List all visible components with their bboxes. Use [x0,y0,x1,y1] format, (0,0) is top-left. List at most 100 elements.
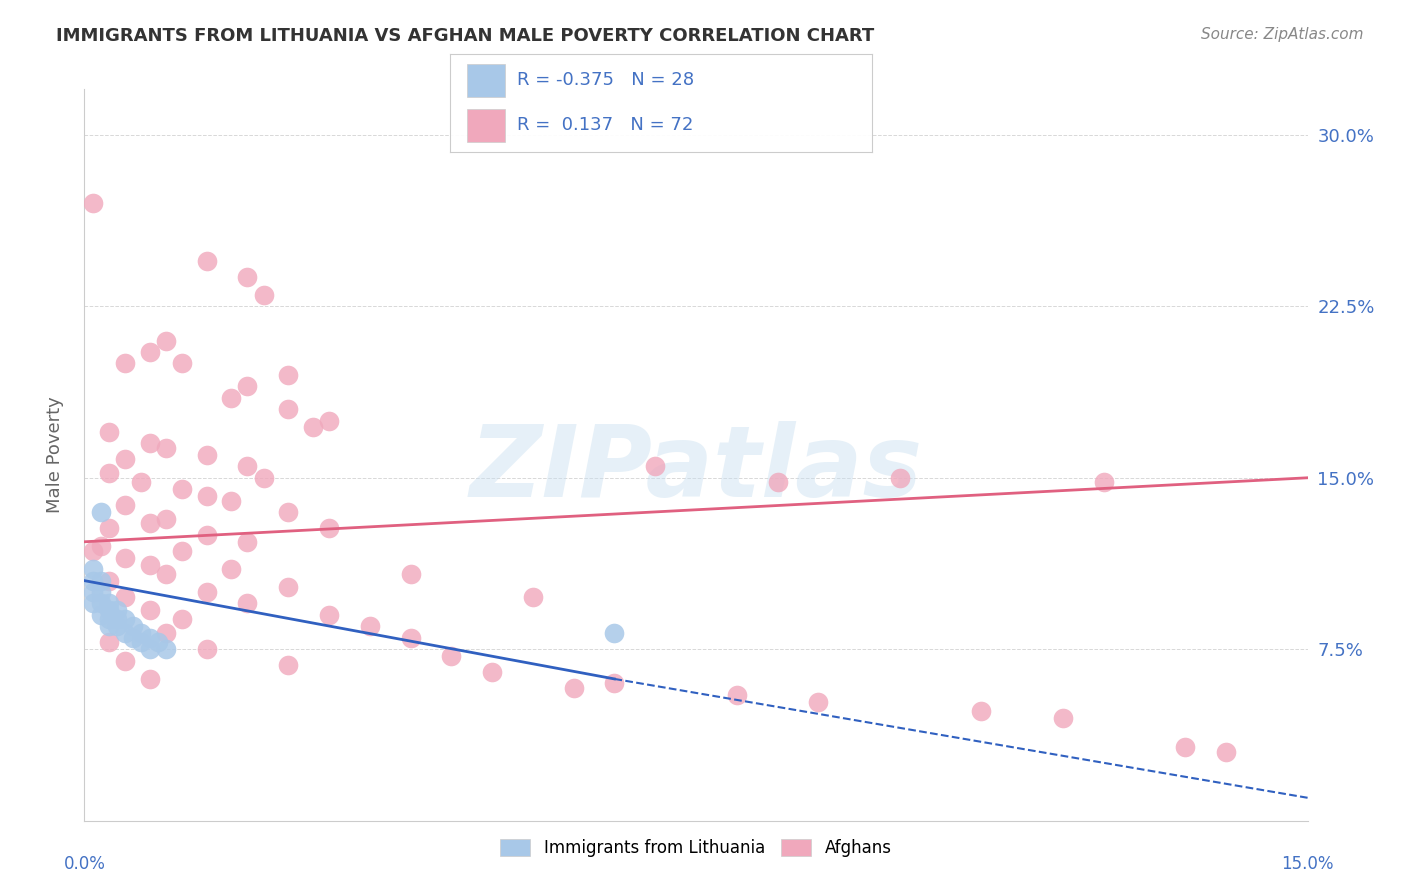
Point [90,539,112,553]
Point [155,334,177,348]
Point [114,590,136,604]
Point [970,704,993,718]
Point [277,505,299,519]
Text: 15.0%: 15.0% [1281,855,1334,873]
Point [82,562,104,576]
FancyBboxPatch shape [467,110,505,142]
Point [114,498,136,512]
Point [138,558,160,572]
Point [172,613,194,627]
Point [522,590,544,604]
Point [399,566,422,581]
Point [725,688,748,702]
Point [90,574,112,588]
Text: R = -0.375   N = 28: R = -0.375 N = 28 [517,71,695,89]
Point [131,626,153,640]
Point [253,288,276,302]
Point [82,196,104,211]
Point [301,420,323,434]
Y-axis label: Male Poverty: Male Poverty [45,397,63,513]
Point [195,642,218,657]
Point [807,695,830,709]
Point [359,619,381,633]
Point [114,550,136,565]
Point [253,471,276,485]
Point [195,253,218,268]
Point [155,626,177,640]
Point [82,597,104,611]
Point [97,635,120,649]
Point [97,597,120,611]
Point [277,658,299,673]
Point [155,441,177,455]
Point [277,368,299,382]
Point [1215,745,1237,759]
Point [97,613,120,627]
Point [195,489,218,503]
Point [1174,740,1197,755]
Point [236,597,259,611]
Point [82,585,104,599]
Point [236,379,259,393]
Point [155,642,177,657]
Point [155,512,177,526]
Point [766,475,789,490]
Point [105,619,128,633]
Point [90,607,112,622]
Point [219,493,242,508]
Text: ZIPatlas: ZIPatlas [470,421,922,518]
Point [131,635,153,649]
Point [90,505,112,519]
Point [172,482,194,496]
Point [195,528,218,542]
Point [603,626,626,640]
Point [97,521,120,535]
Point [138,642,160,657]
Point [131,475,153,490]
Text: R =  0.137   N = 72: R = 0.137 N = 72 [517,116,693,134]
Point [122,631,145,645]
Point [603,676,626,690]
Point [97,574,120,588]
Point [399,631,422,645]
Point [105,603,128,617]
Point [97,467,120,481]
Point [172,544,194,558]
Point [138,345,160,359]
Point [155,566,177,581]
Point [97,603,120,617]
Point [219,562,242,576]
Point [82,574,104,588]
Point [138,436,160,450]
Point [138,603,160,617]
Point [146,635,169,649]
Point [114,626,136,640]
Point [318,521,340,535]
Point [277,402,299,417]
Point [236,534,259,549]
Point [90,597,112,611]
Legend: Immigrants from Lithuania, Afghans: Immigrants from Lithuania, Afghans [494,832,898,863]
Text: 0.0%: 0.0% [63,855,105,873]
Text: Source: ZipAtlas.com: Source: ZipAtlas.com [1201,27,1364,42]
Point [138,672,160,686]
Point [236,459,259,474]
Point [318,414,340,428]
Point [236,269,259,284]
Point [114,613,136,627]
Point [277,581,299,595]
Point [90,585,112,599]
Point [138,631,160,645]
Point [318,607,340,622]
Point [481,665,503,679]
Point [114,452,136,467]
Point [440,649,463,664]
Point [195,585,218,599]
Point [172,356,194,371]
Point [219,391,242,405]
Point [1092,475,1115,490]
Point [562,681,585,695]
Point [122,619,145,633]
Point [138,516,160,531]
Point [195,448,218,462]
